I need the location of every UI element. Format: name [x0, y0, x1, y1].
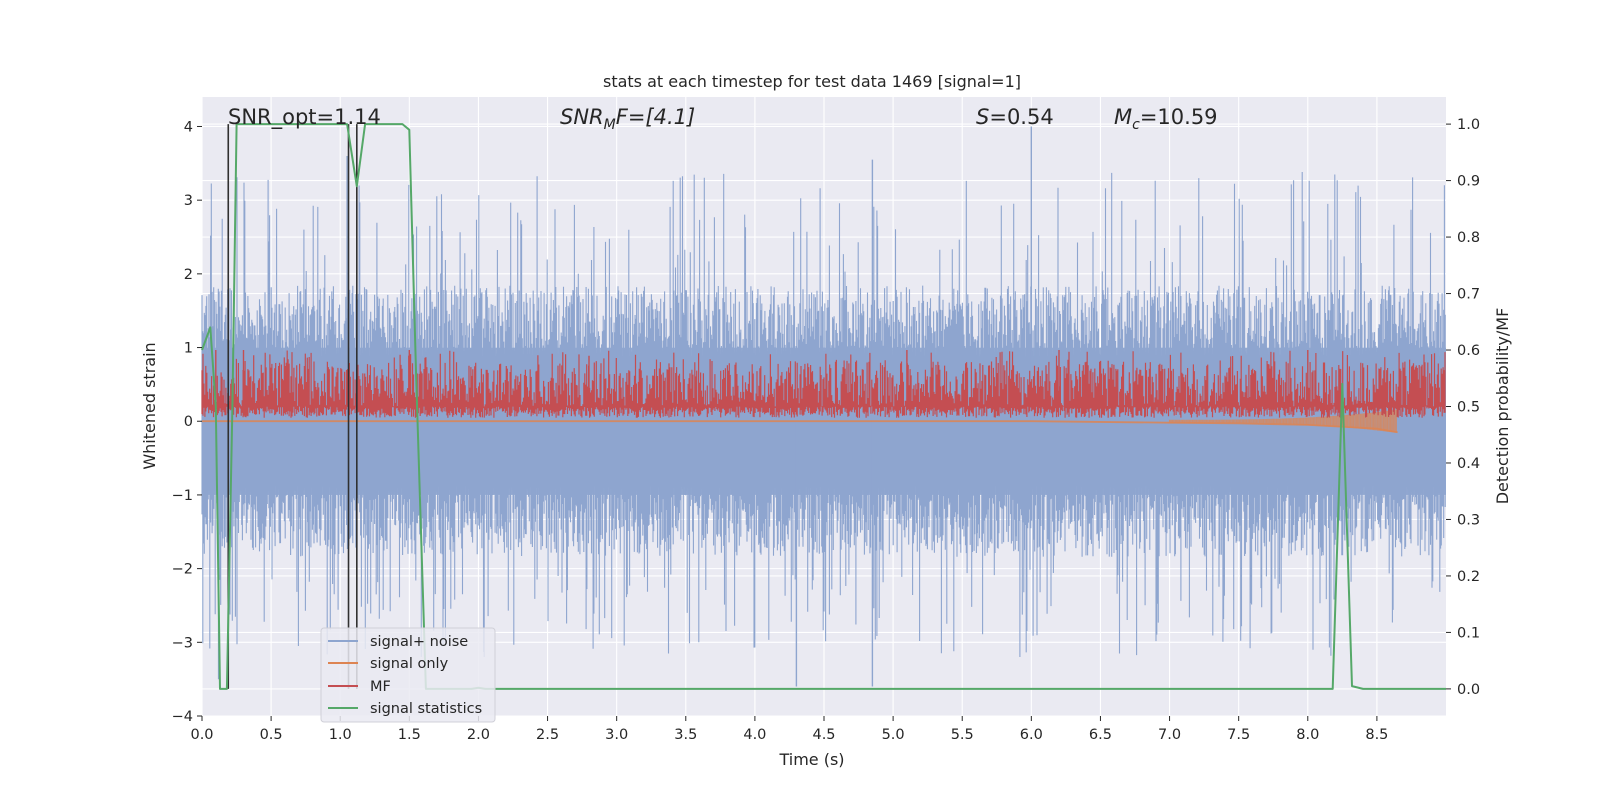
noise-spikes — [217, 126, 1032, 687]
x-tick-label: 8.0 — [1296, 727, 1319, 743]
legend-box — [320, 627, 496, 723]
annotation-snr-mf-sub: M — [604, 117, 616, 133]
y-tick-label: −2 — [172, 562, 193, 578]
annotation-s-rest: =0.54 — [989, 105, 1053, 129]
y-tick-label: −1 — [172, 488, 193, 504]
x-tick-label: 4.0 — [743, 727, 766, 743]
legend-label-signal-only: signal only — [370, 656, 449, 672]
x-tick-label: 3.5 — [674, 727, 697, 743]
signal-only-chirp — [1168, 409, 1397, 433]
annotation-mc-sub: c — [1132, 117, 1140, 133]
y-tick-label: −4 — [172, 709, 193, 725]
x-tick-label: 2.0 — [467, 727, 490, 743]
x-tick-label: 6.0 — [1020, 727, 1043, 743]
y2-axis-ticks: 1.0 0.9 0.8 0.7 0.6 0.5 0.4 0.3 0.2 0.1 0.0 — [1446, 117, 1480, 698]
y2-tick-label: 0.5 — [1457, 400, 1480, 416]
annotation-s-main: S — [976, 105, 989, 129]
y2-tick-label: 0.3 — [1457, 512, 1480, 528]
y-axis-label: Whitened strain — [140, 342, 159, 469]
annotation-mc: Mc=10.59 — [1114, 105, 1218, 133]
chart-title: stats at each timestep for test data 146… — [603, 72, 1021, 91]
y-axis-ticks: 4 3 2 1 0 −1 −2 −3 −4 — [172, 119, 202, 725]
y-tick-label: −3 — [172, 635, 193, 651]
x-axis-ticks: 0.0 0.5 1.0 1.5 2.0 2.5 3.0 3.5 4.0 4.5 5.0 5.5 6.0 6… — [190, 716, 1388, 743]
annotation-mc-rest: =10.59 — [1140, 105, 1218, 129]
legend-label-signal-statistics: signal statistics — [370, 701, 482, 717]
annotation-snr-opt: SNR_opt=1.14 — [228, 105, 381, 130]
legend-label-mf: MF — [370, 679, 391, 695]
y-tick-label: 1 — [184, 341, 193, 357]
y-tick-label: 0 — [184, 414, 193, 430]
y2-tick-label: 0.0 — [1457, 682, 1480, 698]
y2-tick-label: 0.8 — [1457, 230, 1480, 246]
x-tick-label: 0.5 — [260, 727, 283, 743]
x-tick-label: 7.0 — [1158, 727, 1181, 743]
x-tick-label: 7.5 — [1227, 727, 1250, 743]
x-tick-label: 3.0 — [605, 727, 628, 743]
y-tick-label: 4 — [184, 119, 193, 135]
legend-label-signal-noise: signal+ noise — [370, 634, 468, 650]
y2-tick-label: 0.1 — [1457, 625, 1480, 641]
x-tick-label: 8.5 — [1365, 727, 1388, 743]
annotation-snr-mf: SNRMF=[4.1] — [560, 105, 695, 133]
signal-statistics-line — [201, 123, 1446, 690]
signal-only-line — [202, 420, 1398, 434]
annotation-s: S=0.54 — [976, 105, 1054, 129]
mf-peaks — [215, 350, 1309, 407]
x-tick-label: 1.0 — [329, 727, 352, 743]
x-tick-label: 1.5 — [398, 727, 421, 743]
series-mf — [201, 350, 1446, 418]
y-tick-label: 2 — [184, 267, 193, 283]
x-tick-label: 0.0 — [190, 727, 213, 743]
y2-tick-label: 0.9 — [1457, 174, 1480, 190]
annotation-snr-mf-main: SNR — [560, 105, 604, 129]
x-tick-label: 5.0 — [882, 727, 905, 743]
y2-tick-label: 0.2 — [1457, 569, 1480, 585]
annotation-snr-mf-rest: F=[4.1] — [616, 105, 695, 129]
x-tick-label: 4.5 — [812, 727, 835, 743]
y2-tick-label: 0.6 — [1457, 343, 1480, 359]
y-tick-label: 3 — [184, 193, 193, 209]
y2-tick-label: 0.7 — [1457, 287, 1480, 303]
y2-axis-label: Detection probability/MF — [1493, 308, 1512, 505]
y2-tick-label: 0.4 — [1457, 456, 1480, 472]
x-tick-label: 6.5 — [1089, 727, 1112, 743]
x-axis-label: Time (s) — [778, 750, 844, 769]
x-tick-label: 5.5 — [951, 727, 974, 743]
y2-tick-label: 1.0 — [1457, 117, 1480, 133]
legend: signal+ noise signal only MF signal stat… — [320, 627, 496, 723]
x-tick-label: 2.5 — [536, 727, 559, 743]
series-signal-statistics — [201, 123, 1446, 690]
annotation-mc-main: M — [1114, 105, 1132, 129]
series-signal-only — [202, 409, 1398, 434]
